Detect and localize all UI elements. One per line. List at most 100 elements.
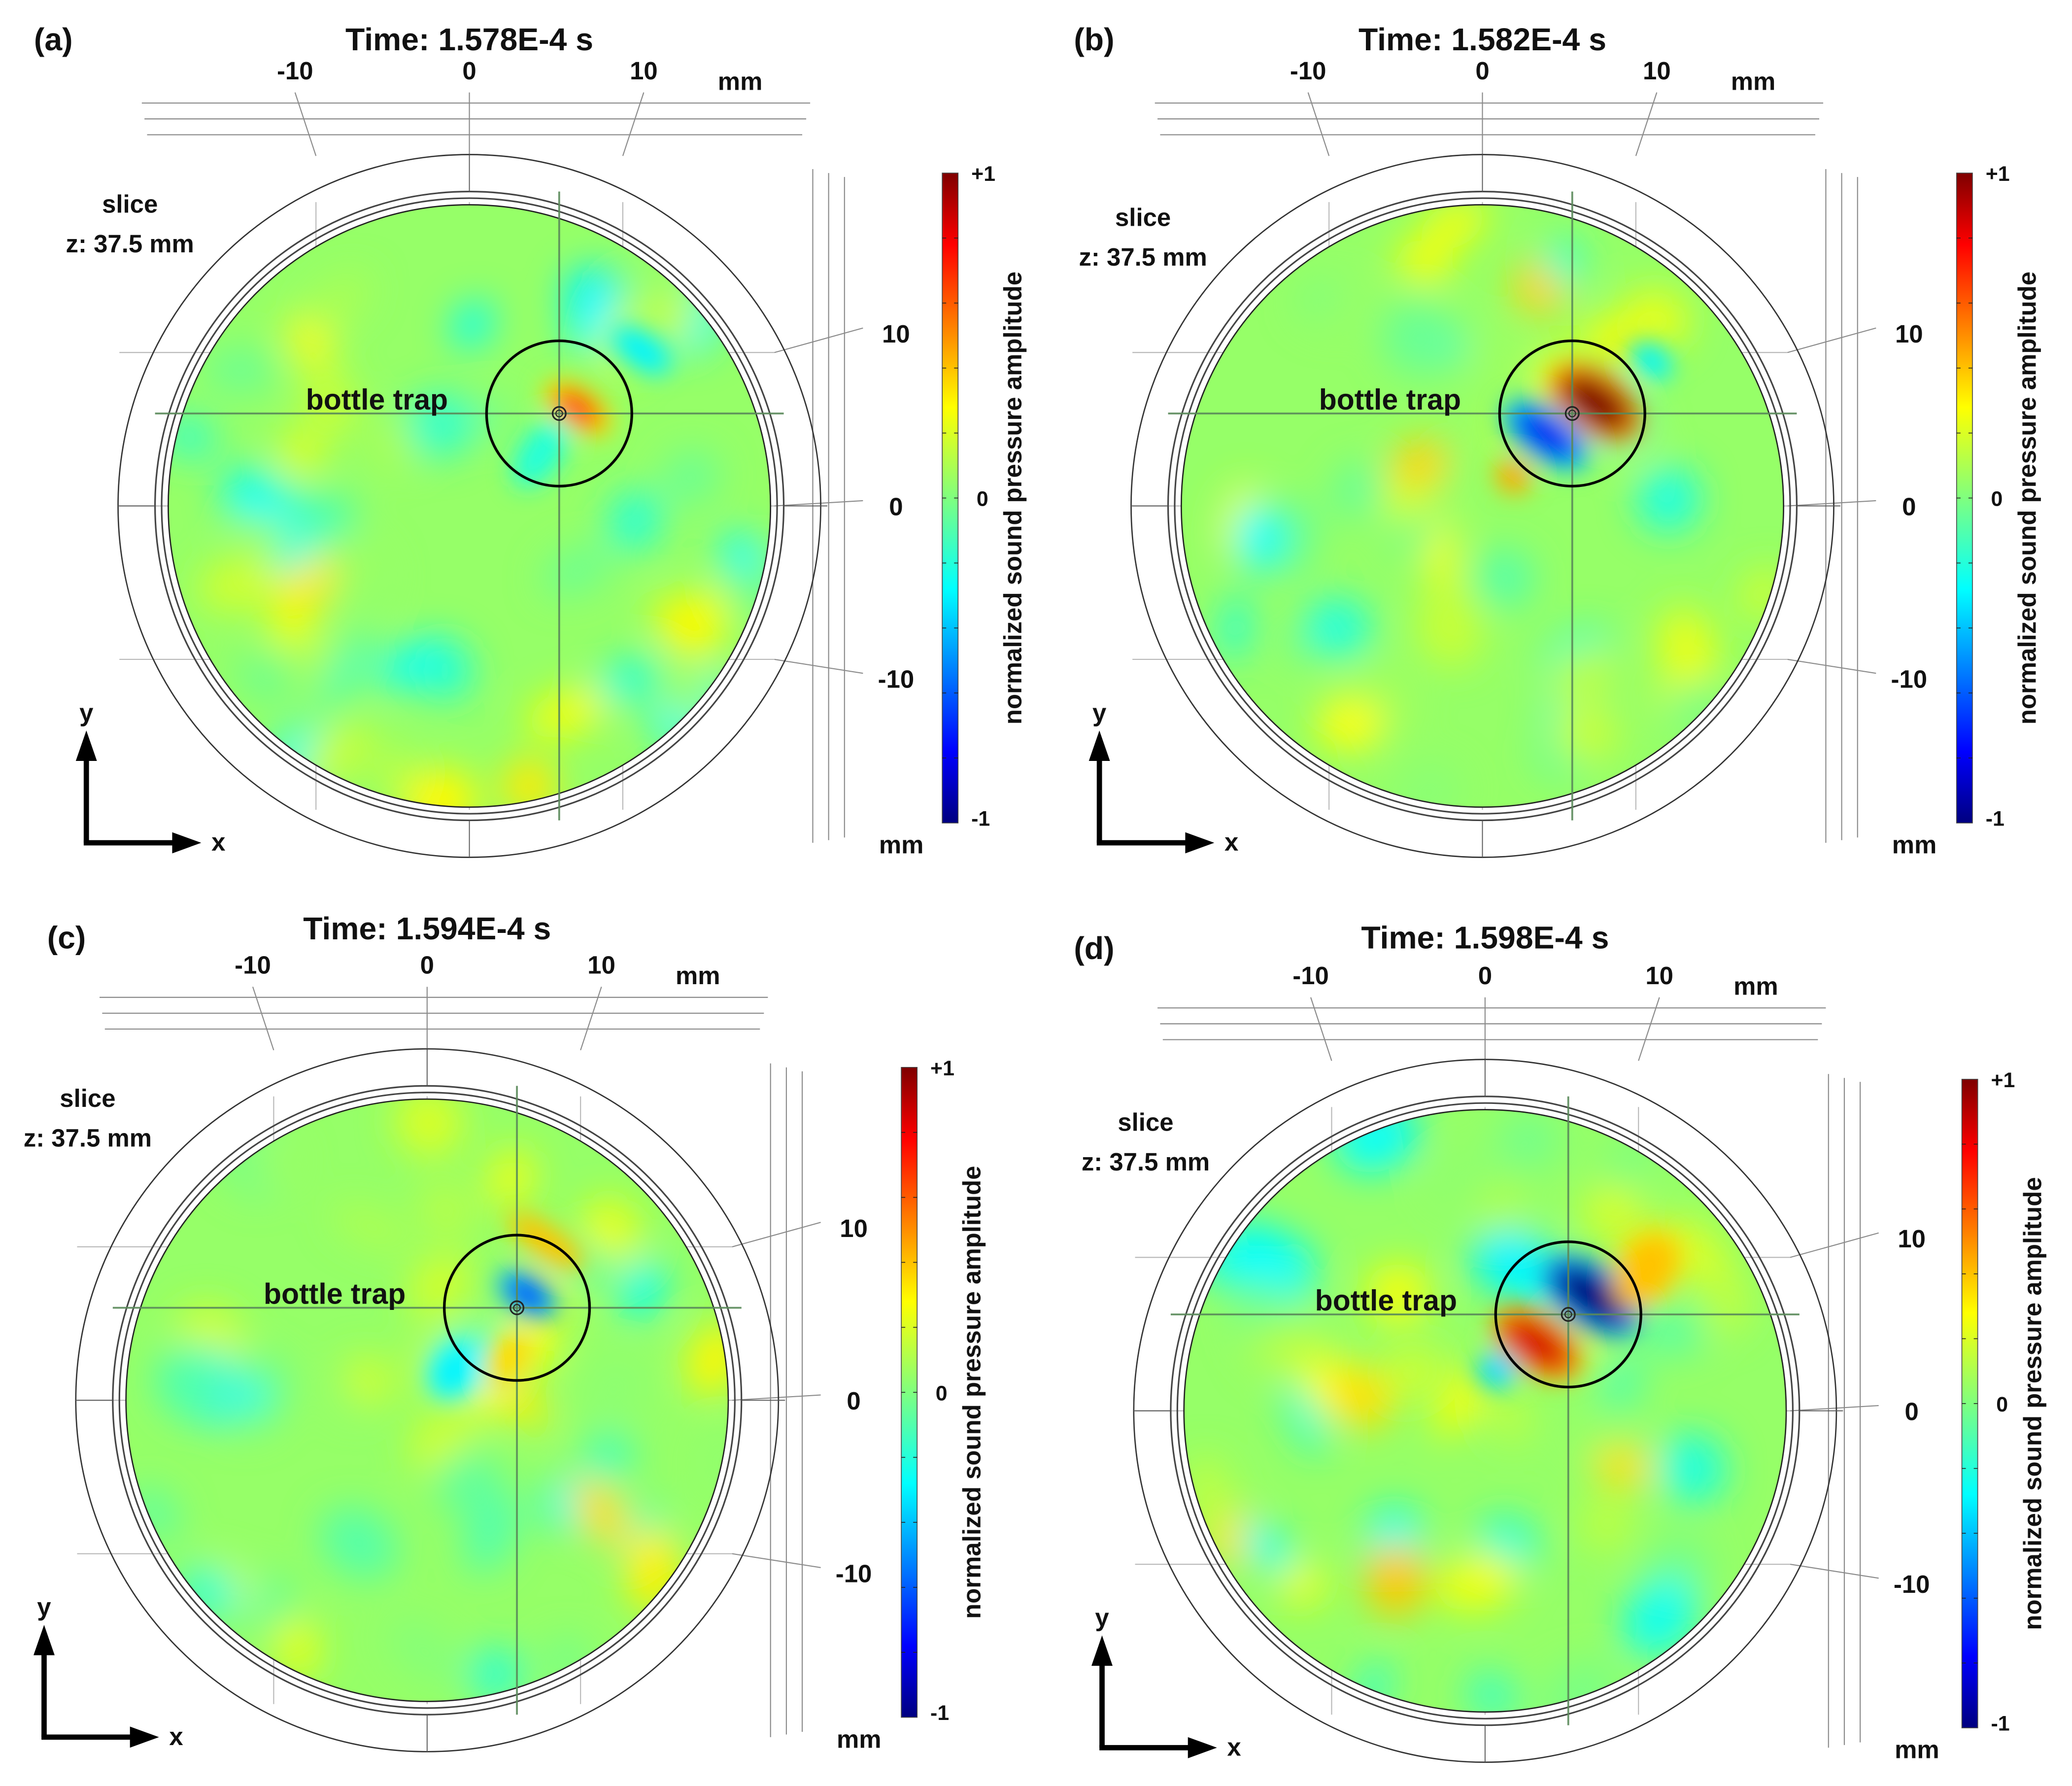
panel-c: (c) Time: 1.594E-4 s-10 0 10 mm100-10mmbottl… <box>24 911 986 1753</box>
field-blob <box>301 363 356 438</box>
panel-title: Time: 1.598E-4 s <box>1361 920 1609 956</box>
y-tick-label: 10 <box>882 320 910 348</box>
field-blob <box>563 267 620 316</box>
colorbar-min-label: -1 <box>930 1701 949 1725</box>
field-blob <box>654 596 710 656</box>
y-tick-line <box>732 1222 821 1247</box>
field-blob <box>319 631 375 708</box>
y-tick-label: 0 <box>1904 1398 1918 1426</box>
trap-label: bottle trap <box>264 1278 406 1310</box>
x-tick-label: 0 <box>420 951 434 979</box>
field-blob <box>719 532 760 573</box>
field-blob <box>463 1490 520 1574</box>
y-tick-line <box>732 1394 821 1401</box>
field-blob <box>1580 1495 1633 1552</box>
trap-marker-icon <box>510 1300 525 1315</box>
trap-label: bottle trap <box>1315 1285 1457 1317</box>
colorbar-max-label: +1 <box>1991 1068 2015 1092</box>
field-blob <box>1395 240 1453 284</box>
field-blob <box>580 1198 640 1263</box>
disc-edge <box>1183 1109 1787 1713</box>
field-blob <box>1381 300 1455 376</box>
trap-marker-inner <box>1568 410 1576 417</box>
field-blob <box>1710 1282 1751 1336</box>
y-tick-line <box>1787 327 1876 353</box>
slice-label: slice <box>102 190 158 218</box>
field-blob <box>198 557 280 612</box>
field-blob <box>1553 702 1620 764</box>
y-axis-label: y <box>37 1593 51 1621</box>
x-tick-label: -10 <box>1290 57 1326 85</box>
field-blob <box>406 768 477 807</box>
field-blob <box>1545 238 1583 286</box>
x-arrowhead-icon <box>1188 1737 1217 1758</box>
x-tick-label: -10 <box>1292 962 1329 990</box>
disc-edge <box>125 1098 729 1702</box>
pressure-field <box>168 205 771 807</box>
pressure-field <box>1184 1109 1787 1712</box>
x-tick-label: 10 <box>587 951 615 979</box>
trap-circle <box>442 1234 591 1382</box>
y-tick-line <box>1787 500 1876 507</box>
y-tick-line <box>774 327 863 353</box>
field-blob <box>332 1205 412 1249</box>
trap-marker-icon <box>551 406 567 421</box>
field-blob <box>1241 1520 1294 1574</box>
panel-label: (b) <box>1074 22 1114 57</box>
panel-a: (a) Time: 1.578E-4 s-10 0 10 mm100-10mmbottl… <box>34 22 1027 859</box>
negative-lobe <box>512 418 570 488</box>
x-tick-label: 10 <box>1645 962 1673 990</box>
y-tick-label: -10 <box>878 665 915 693</box>
slice-label: slice <box>1115 203 1171 231</box>
x-tick-line <box>252 986 274 1051</box>
field-blob <box>526 687 608 739</box>
field-blob <box>468 1647 523 1702</box>
field-blob <box>319 1506 399 1580</box>
trap-marker-inner <box>1564 1310 1572 1318</box>
x-tick-line <box>1310 997 1332 1061</box>
panel-title: Time: 1.578E-4 s <box>345 22 593 57</box>
colorbar-title: normalized sound pressure amplitude <box>2013 272 2041 724</box>
field-blob <box>1333 462 1383 518</box>
x-axis-label: x <box>1227 1733 1241 1761</box>
slice-z-value: z: 37.5 mm <box>1082 1148 1210 1176</box>
x-arrowhead-icon <box>1185 832 1215 854</box>
y-unit-label: mm <box>1895 1736 1939 1764</box>
colorbar-title: normalized sound pressure amplitude <box>2018 1177 2046 1630</box>
side-lobe <box>1476 1350 1518 1390</box>
field-blob <box>1634 1306 1705 1356</box>
panel-b: (b) Time: 1.582E-4 s-10 0 10 mm100-10mmbottl… <box>1074 22 2041 859</box>
field-blob <box>254 1137 298 1181</box>
x-tick-line <box>580 986 602 1051</box>
x-tick-label: 10 <box>630 57 658 85</box>
positive-lobe <box>1561 374 1631 432</box>
wall-ring-inner <box>161 197 778 815</box>
field-blob <box>486 1148 536 1210</box>
x-tick-label: 0 <box>462 57 476 85</box>
slice-z-value: z: 37.5 mm <box>66 230 194 258</box>
panel-title: Time: 1.594E-4 s <box>303 911 551 946</box>
y-arrowhead-icon <box>1088 730 1110 761</box>
field-blob <box>415 642 474 701</box>
disc-edge <box>1181 204 1784 808</box>
colorbar-max-label: +1 <box>1986 162 2010 186</box>
panel-label: (a) <box>34 22 73 57</box>
panel-label: (d) <box>1074 930 1114 966</box>
y-tick-line <box>774 658 863 674</box>
field-blob <box>1366 1262 1430 1325</box>
trap-marker-inner <box>555 410 563 417</box>
colorbar-title: normalized sound pressure amplitude <box>958 1166 986 1619</box>
field-blob <box>237 653 293 702</box>
panel-label: (c) <box>47 920 86 956</box>
field-blob <box>1434 1366 1486 1438</box>
y-tick-line <box>1790 1564 1879 1579</box>
y-tick-label: 0 <box>1902 492 1916 520</box>
field-blob <box>1469 1230 1558 1294</box>
field-blob <box>1381 479 1428 524</box>
colorbar-mid-label: 0 <box>936 1381 948 1405</box>
x-tick-label: -10 <box>277 57 313 85</box>
side-lobe <box>1495 460 1531 494</box>
trap-circle <box>1494 1240 1642 1389</box>
panel-d: (d) Time: 1.598E-4 s-10 0 10 mm100-10mmbottl… <box>1074 920 2046 1764</box>
field-blob <box>205 348 276 392</box>
